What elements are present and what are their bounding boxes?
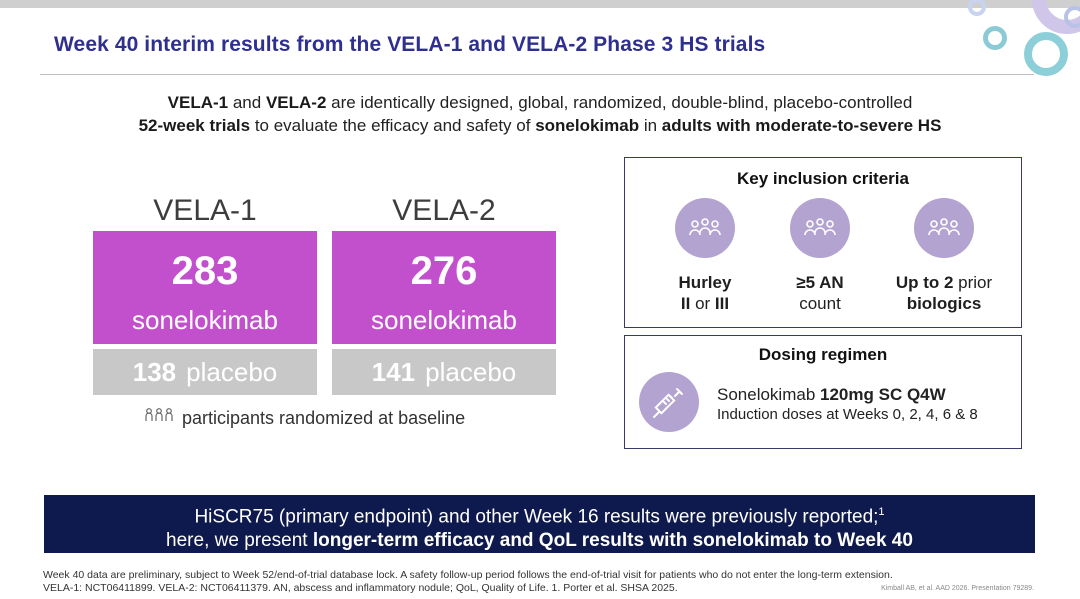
- criterion-prior-biologics: Up to 2 prior biologics: [879, 198, 1009, 314]
- placebo-box-vela1: 138 placebo: [93, 349, 317, 395]
- drug-box-vela2: 276 sonelokimab: [332, 231, 556, 344]
- intro-drug: sonelokimab: [535, 116, 640, 135]
- banner-emphasis: longer-term efficacy and QoL results wit…: [312, 530, 913, 552]
- people-group-icon: [790, 198, 850, 258]
- criterion-text-bold: Hurley: [678, 273, 732, 292]
- criterion-text-plain: prior: [953, 273, 993, 292]
- criterion-text-bold: III: [714, 294, 730, 313]
- intro-vela1: VELA-1: [167, 93, 229, 112]
- drug-label: sonelokimab: [132, 305, 278, 335]
- criterion-text-plain: count: [799, 294, 841, 313]
- dosing-regimen-panel: Dosing regimen Sonelokimab 120mg SC Q4W …: [624, 335, 1022, 449]
- people-group-icon: [144, 407, 174, 430]
- criterion-text-bold: biologics: [906, 294, 982, 313]
- decorative-circle: [968, 0, 986, 16]
- drug-label: sonelokimab: [371, 305, 517, 335]
- title-divider: [40, 74, 1034, 75]
- inclusion-title: Key inclusion criteria: [737, 169, 909, 188]
- criterion-an-count: ≥5 AN count: [765, 198, 875, 314]
- banner-text: here, we present: [166, 530, 313, 552]
- intro-text-segment: to evaluate the efficacy and safety of: [250, 116, 536, 135]
- intro-text: VELA-1 and VELA-2 are identically design…: [60, 91, 1020, 137]
- drug-count: 276: [410, 249, 478, 293]
- inclusion-criteria-panel: Key inclusion criteria Hurley II or III …: [624, 157, 1022, 328]
- placebo-label: placebo: [425, 357, 517, 387]
- criterion-text: Hurley II or III: [650, 272, 760, 314]
- intro-text-segment: in: [639, 116, 662, 135]
- dosing-title: Dosing regimen: [758, 345, 888, 364]
- footnote: Week 40 data are preliminary, subject to…: [43, 569, 1053, 595]
- baseline-text: participants randomized at baseline: [182, 408, 466, 428]
- decorative-circle: [983, 26, 1007, 50]
- criterion-hurley: Hurley II or III: [650, 198, 760, 314]
- trial-label-vela2: VELA-2: [392, 194, 496, 227]
- footnote-line-2: VELA-1: NCT06411899. VELA-2: NCT06411379…: [43, 582, 678, 594]
- results-banner: HiSCR75 (primary endpoint) and other Wee…: [44, 495, 1035, 553]
- intro-line-1: VELA-1 and VELA-2 are identically design…: [60, 91, 1020, 114]
- criterion-text-bold: Up to 2: [895, 273, 954, 292]
- criterion-text: ≥5 AN count: [765, 272, 875, 314]
- placebo-label: placebo: [186, 357, 278, 387]
- dosing-line-2: Induction doses at Weeks 0, 2, 4, 6 & 8: [717, 406, 978, 423]
- top-bar: [0, 0, 1080, 8]
- placebo-box-vela2: 141 placebo: [332, 349, 556, 395]
- footnote-line-1: Week 40 data are preliminary, subject to…: [43, 569, 893, 581]
- intro-text-segment: and: [228, 93, 266, 112]
- decorative-circle: [1064, 6, 1080, 28]
- syringe-icon: [639, 372, 699, 432]
- people-group-icon: [675, 198, 735, 258]
- baseline-note: participants randomized at baseline: [144, 407, 465, 430]
- page-title: Week 40 interim results from the VELA-1 …: [54, 33, 766, 56]
- placebo-count: 141: [371, 357, 416, 387]
- criterion-text-plain: or: [690, 294, 715, 313]
- dosing-drug: Sonelokimab: [717, 385, 821, 404]
- trial-label-vela1: VELA-1: [153, 194, 257, 227]
- dosing-dose: 120mg SC Q4W: [820, 385, 946, 404]
- criterion-text-bold: II: [680, 294, 691, 313]
- intro-line-2: 52-week trials to evaluate the efficacy …: [60, 114, 1020, 137]
- banner-line-2: here, we present longer-term efficacy an…: [44, 529, 1035, 553]
- banner-text: HiSCR75 (primary endpoint) and other Wee…: [194, 506, 879, 528]
- banner-line-1: HiSCR75 (primary endpoint) and other Wee…: [44, 500, 1035, 529]
- dosing-line-1: Sonelokimab 120mg SC Q4W: [717, 385, 946, 405]
- criterion-text: Up to 2 prior biologics: [879, 272, 1009, 314]
- intro-text-segment: are identically designed, global, random…: [326, 93, 913, 112]
- intro-duration: 52-week trials: [138, 116, 251, 135]
- intro-vela2: VELA-2: [265, 93, 327, 112]
- intro-population: adults with moderate-to-severe HS: [661, 116, 942, 135]
- citation: Kimball AB, et al. AAD 2026. Presentatio…: [881, 585, 1034, 592]
- placebo-count: 138: [132, 357, 177, 387]
- people-group-icon: [914, 198, 974, 258]
- criterion-text-bold: ≥5 AN: [796, 273, 844, 292]
- decorative-circle: [1024, 32, 1068, 76]
- drug-count: 283: [171, 249, 239, 293]
- banner-superscript: 1: [878, 506, 885, 518]
- drug-box-vela1: 283 sonelokimab: [93, 231, 317, 344]
